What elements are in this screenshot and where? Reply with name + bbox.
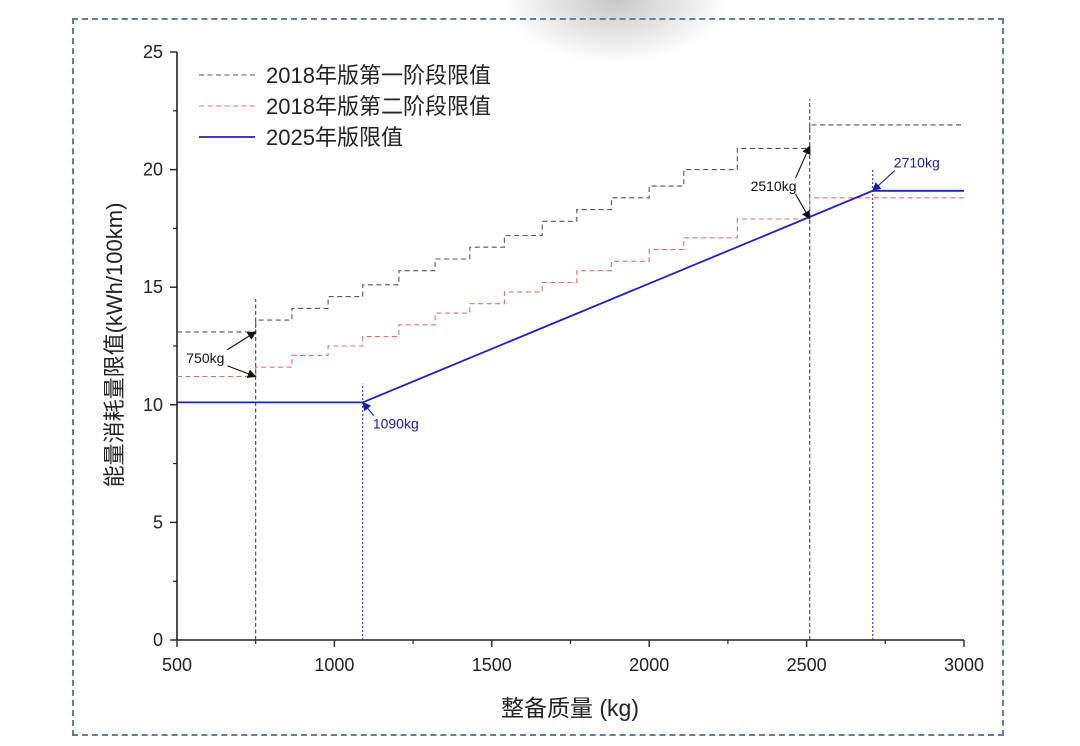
figure-frame [72,18,1004,736]
series-lines [177,124,964,404]
annotation-arrow [227,365,257,378]
x-tick-label: 500 [162,655,192,675]
legend-label: 2025年版限值 [266,125,403,150]
x-tick-label: 3000 [944,655,984,675]
y-tick-label: 0 [153,630,163,650]
annotations: 750kg 1090kg 2510kg 2710kg [186,145,940,432]
shadow-artifact [500,0,730,64]
annotation-label: 1090kg [373,416,419,432]
series-line-1 [177,124,964,333]
y-axis-title: 能量消耗量限值(kWh/100km) [102,203,127,488]
annotation-arrow [795,193,811,220]
y-tick-label: 15 [143,277,163,297]
legend-label: 2018年版第一阶段限值 [266,63,491,88]
axes: 500 1000 1500 2000 2500 3000 0 5 10 15 20 25 [143,42,984,675]
x-tick-label: 1000 [314,655,354,675]
series-line-2 [177,197,964,378]
y-tick-label: 10 [143,395,163,415]
series-line-3 [177,189,964,404]
reference-lines [255,99,874,640]
x-tick-label: 2000 [629,655,669,675]
annotation-arrow [227,331,257,351]
x-tick-label: 1500 [472,655,512,675]
annotation-label: 750kg [186,350,224,366]
y-tick-label: 5 [153,512,163,532]
legend: 2018年版第一阶段限值 2018年版第二阶段限值 2025年版限值 [199,63,491,150]
annotation-arrow [872,170,896,192]
annotation-arrow [795,145,811,179]
x-tick-label: 2500 [787,655,827,675]
annotation-arrow [362,401,375,416]
annotation-label: 2710kg [894,155,940,171]
x-axis-title: 整备质量 (kg) [501,695,639,721]
legend-label: 2018年版第二阶段限值 [266,94,491,119]
annotation-label: 2510kg [751,178,797,194]
y-tick-label: 25 [143,42,163,62]
y-tick-label: 20 [143,160,163,180]
